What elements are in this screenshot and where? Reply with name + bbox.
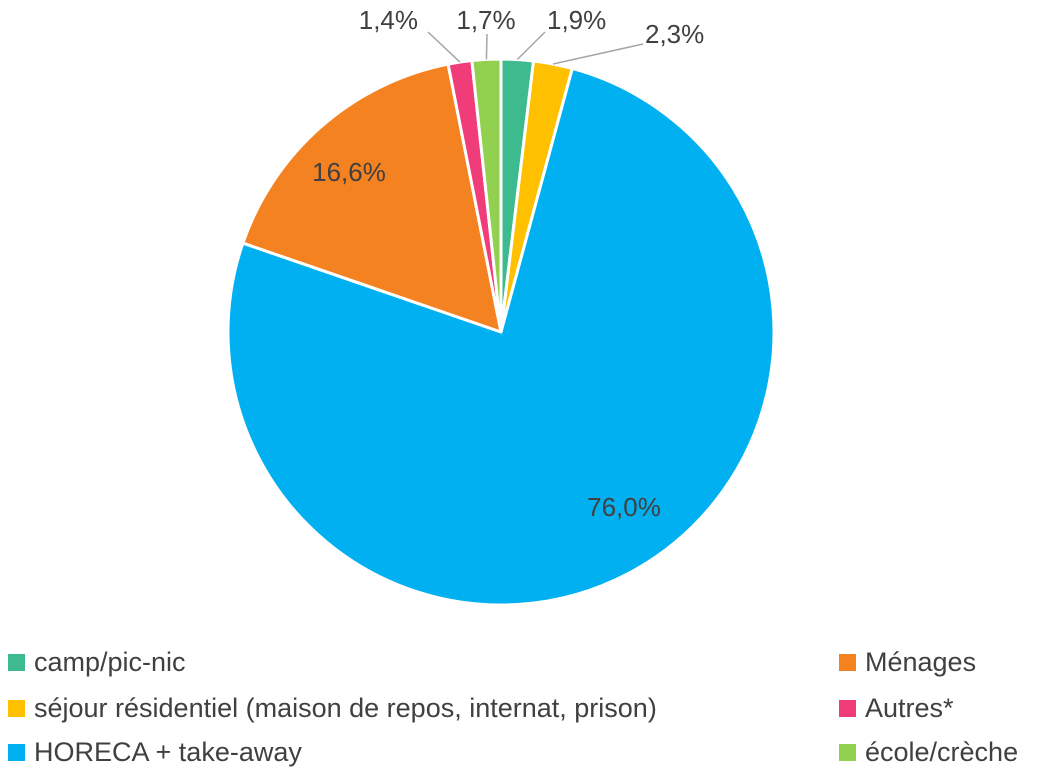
legend-swatch-sejour-residentiel — [8, 699, 25, 717]
legend-label-autres: Autres* — [865, 692, 954, 723]
data-label-sejour-residentiel-maison-de-repos-internat-prison: 2,3% — [645, 19, 704, 49]
legend-label-camp-pic-nic: camp/pic-nic — [34, 646, 186, 677]
pie-slices — [226, 57, 776, 607]
legend-item-ecole-creche: école/crèche — [839, 732, 1018, 772]
legend-swatch-autres — [839, 699, 856, 717]
leader-line-ecole-creche — [485, 33, 488, 60]
legend-label-menages: Ménages — [865, 646, 977, 677]
data-label-autres: 1,4% — [359, 5, 418, 35]
pie-slice-menages — [241, 62, 503, 334]
data-label-camp-pic-nic: 1,9% — [547, 5, 606, 35]
leader-line-sejour-residentiel-maison-de-repos-internat-prison — [552, 43, 644, 65]
legend-item-camp-pic-nic: camp/pic-nic — [8, 642, 186, 682]
legend-item-sejour-residentiel: séjour résidentiel (maison de repos, int… — [8, 688, 657, 728]
leader-lines — [427, 31, 644, 65]
legend-label-horeca: HORECA + take-away — [34, 736, 302, 767]
data-labels: 1,9% 2,3% 76,0% 16,6% 1,4% 1,7% — [312, 5, 704, 522]
legend-swatch-ecole-creche — [839, 743, 856, 761]
data-label-ecole-creche: 1,7% — [456, 5, 515, 35]
pie-chart: 1,9% 2,3% 76,0% 16,6% 1,4% 1,7% — [226, 5, 776, 607]
legend-swatch-camp-pic-nic — [8, 653, 25, 671]
pie-slice-horeca-take-away — [226, 66, 776, 607]
legend-item-autres: Autres* — [839, 688, 954, 728]
legend-item-horeca: HORECA + take-away — [8, 732, 302, 772]
data-label-horeca-take-away: 76,0% — [587, 492, 661, 522]
legend-swatch-menages — [839, 653, 856, 671]
data-label-menages: 16,6% — [312, 157, 386, 187]
legend-swatch-horeca — [8, 743, 25, 761]
leader-line-camp-pic-nic — [516, 31, 546, 61]
chart-legend: camp/pic-nic Ménages séjour résidentiel … — [0, 640, 1052, 777]
legend-label-sejour-residentiel: séjour résidentiel (maison de repos, int… — [34, 692, 657, 723]
legend-item-menages: Ménages — [839, 642, 976, 682]
leader-line-autres — [427, 31, 461, 63]
legend-label-ecole-creche: école/crèche — [865, 736, 1019, 767]
